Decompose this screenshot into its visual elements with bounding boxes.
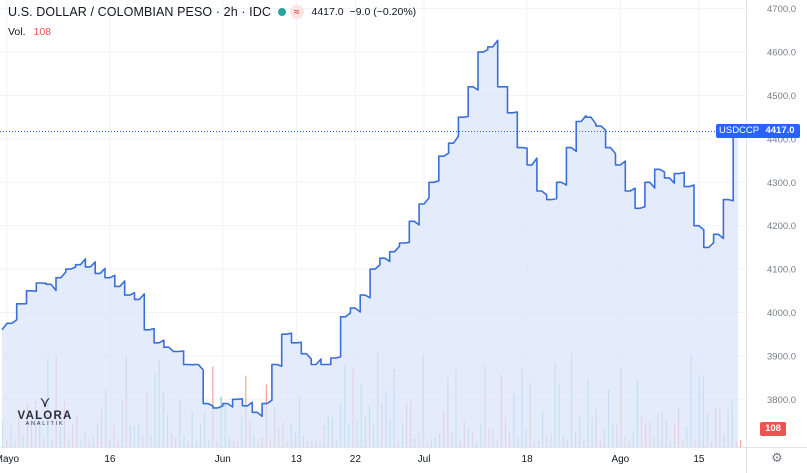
y-tick-label: 3800.0 bbox=[767, 395, 796, 406]
price-area-fill bbox=[2, 40, 739, 448]
y-tick-label: 4700.0 bbox=[767, 4, 796, 15]
x-tick-label: 15 bbox=[693, 454, 705, 465]
x-tick-label: 16 bbox=[104, 454, 116, 465]
valora-logo: ⋎ VALORA ANALITIK bbox=[10, 394, 80, 427]
x-tick-label: 18 bbox=[522, 454, 534, 465]
x-tick-label: Jul bbox=[418, 454, 431, 465]
symbol-title[interactable]: U.S. DOLLAR / COLOMBIAN PESO · 2h · IDC bbox=[8, 5, 271, 19]
x-tick-label: Mayo bbox=[0, 454, 20, 465]
y-tick-label: 4500.0 bbox=[767, 91, 796, 102]
volume-value: 108 bbox=[33, 26, 52, 38]
volume-badge: 108 bbox=[760, 422, 786, 436]
gear-icon[interactable]: ⚙ bbox=[771, 450, 783, 465]
last-price: 4417.0 bbox=[311, 6, 344, 18]
logo-mark-icon: ⋎ bbox=[39, 394, 51, 411]
logo-tagline: ANALITIK bbox=[25, 421, 65, 427]
y-tick-label: 4200.0 bbox=[767, 221, 796, 232]
market-status-dot bbox=[278, 8, 286, 16]
data-provider-icon[interactable]: ≈ bbox=[290, 5, 304, 19]
price-line bbox=[1, 39, 739, 417]
volume-label: Vol. bbox=[8, 26, 26, 38]
y-tick-label: 4300.0 bbox=[767, 178, 796, 189]
volume-bar bbox=[739, 440, 742, 447]
logo-name: VALORA bbox=[17, 410, 73, 422]
x-tick-label: Jun bbox=[215, 454, 231, 465]
y-tick-label: 3900.0 bbox=[767, 351, 796, 362]
chart-header: U.S. DOLLAR / COLOMBIAN PESO · 2h · IDC … bbox=[8, 5, 416, 19]
price-change: −9.0 (−0.20%) bbox=[349, 6, 417, 18]
y-tick-label: 4000.0 bbox=[767, 308, 796, 319]
ticker-badge: USDCCP bbox=[716, 124, 763, 139]
y-tick-label: 4600.0 bbox=[767, 48, 796, 59]
y-tick-label: 4400.0 bbox=[767, 134, 796, 145]
y-tick-label: 4100.0 bbox=[767, 265, 796, 276]
volume-legend: Vol. 108 bbox=[8, 26, 51, 38]
x-tick-label: Ago bbox=[611, 454, 629, 465]
price-badge: 4417.0 bbox=[760, 124, 800, 139]
x-tick-label: 13 bbox=[291, 454, 303, 465]
x-tick-label: 22 bbox=[350, 454, 362, 465]
